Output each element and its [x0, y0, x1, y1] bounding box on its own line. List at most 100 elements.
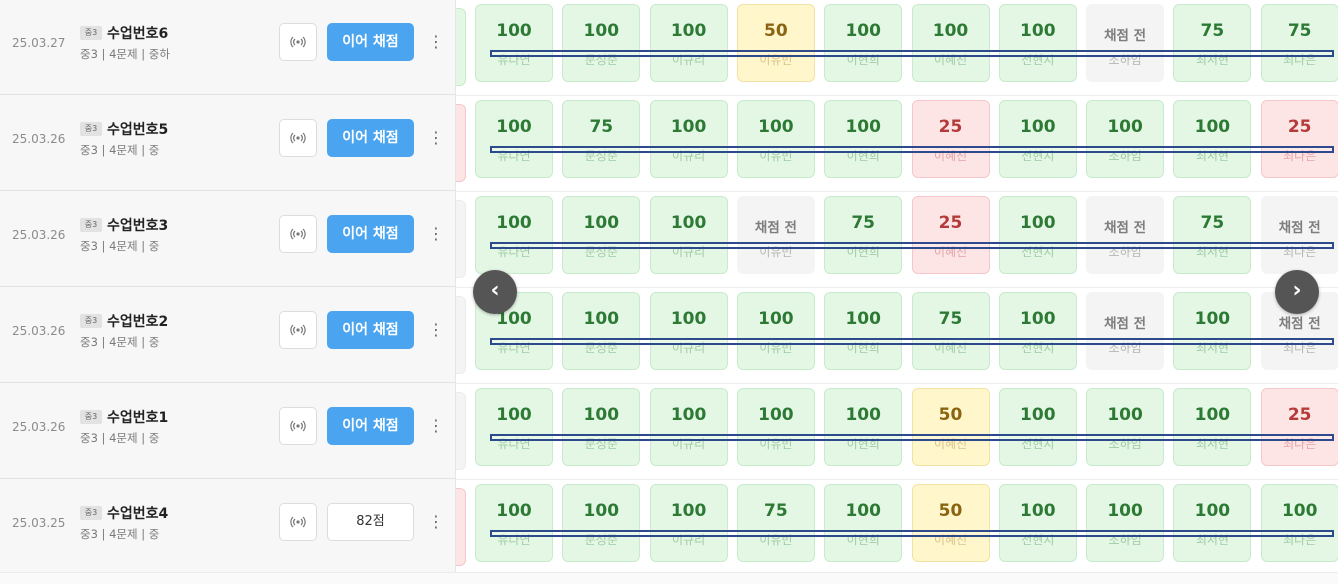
score-value: 25	[938, 213, 963, 233]
score-cell[interactable]: 25 최다은	[1260, 388, 1338, 466]
score-value: 채점 전	[1278, 316, 1321, 332]
score-cell[interactable]: 75 최서현	[1173, 196, 1252, 274]
class-row[interactable]: 25.03.27 중3 수업번호6 중3 | 4문제 | 중하 이어 채점 ⋮	[0, 0, 455, 95]
score-cell[interactable]: 채점 전 이유빈	[736, 196, 815, 274]
score-cell[interactable]: 100 유다연	[475, 196, 553, 274]
score-value: 채점 전	[1104, 28, 1147, 44]
class-row[interactable]: 25.03.26 중3 수업번호3 중3 | 4문제 | 중 이어 채점 ⋮	[0, 192, 455, 287]
score-cell[interactable]: 100 이혜진	[911, 4, 990, 82]
more-vertical-icon[interactable]: ⋮	[428, 224, 444, 243]
broadcast-button[interactable]	[279, 407, 317, 445]
score-cell[interactable]: 100 문성준	[562, 484, 641, 562]
score-value: 채점 전	[1278, 220, 1321, 236]
score-cell[interactable]: 100 유다연	[475, 4, 553, 82]
class-date: 25.03.26	[12, 420, 66, 434]
score-cell[interactable]: 100 문성준	[562, 196, 641, 274]
score-cell[interactable]: 75 이현희	[824, 196, 903, 274]
score-value: 100	[496, 405, 532, 425]
continue-grading-button[interactable]: 이어 채점	[327, 119, 414, 157]
total-score-button[interactable]: 82점	[327, 503, 414, 541]
score-cell[interactable]: 100 이규리	[649, 388, 728, 466]
continue-grading-button[interactable]: 이어 채점	[327, 23, 414, 61]
score-cell[interactable]: 100 최서현	[1173, 484, 1252, 562]
score-value: 75	[938, 309, 963, 329]
score-cell[interactable]: 100 이유빈	[736, 388, 815, 466]
score-cell[interactable]: 100 이규리	[649, 4, 728, 82]
score-cell[interactable]: 100 전현지	[998, 292, 1077, 370]
score-cell[interactable]: 100 이유빈	[736, 292, 815, 370]
score-cell-partial	[456, 296, 466, 374]
score-cell[interactable]: 100 이규리	[649, 100, 728, 178]
score-cell[interactable]: 100 유다연	[475, 484, 553, 562]
score-cell[interactable]: 100 전현지	[998, 4, 1077, 82]
score-cell[interactable]: 100 이현희	[824, 388, 903, 466]
score-cell[interactable]: 100 문성준	[562, 292, 641, 370]
broadcast-button[interactable]	[279, 119, 317, 157]
class-row[interactable]: 25.03.26 중3 수업번호1 중3 | 4문제 | 중 이어 채점 ⋮	[0, 384, 455, 479]
score-cell[interactable]: 채점 전 최다은	[1260, 196, 1338, 274]
score-cell[interactable]: 25 이혜진	[911, 196, 990, 274]
score-cell[interactable]: 100 이현희	[824, 4, 903, 82]
score-cell[interactable]: 75 이혜진	[911, 292, 990, 370]
score-cell[interactable]: 100 조하임	[1086, 484, 1165, 562]
scroll-right-button[interactable]: ›	[1275, 270, 1319, 314]
score-cell[interactable]: 100 전현지	[998, 100, 1077, 178]
score-cell[interactable]: 100 전현지	[998, 484, 1077, 562]
score-cell[interactable]: 100 이규리	[649, 196, 728, 274]
class-row[interactable]: 25.03.25 중3 수업번호4 중3 | 4문제 | 중 82점 ⋮	[0, 480, 455, 575]
continue-grading-button[interactable]: 이어 채점	[327, 311, 414, 349]
broadcast-button[interactable]	[279, 23, 317, 61]
score-cell-partial	[456, 8, 466, 86]
broadcast-button[interactable]	[279, 311, 317, 349]
score-cell[interactable]: 100 문성준	[562, 388, 641, 466]
scroll-left-button[interactable]: ‹	[473, 270, 517, 314]
more-vertical-icon[interactable]: ⋮	[428, 32, 444, 51]
class-row[interactable]: 25.03.26 중3 수업번호2 중3 | 4문제 | 중 이어 채점 ⋮	[0, 288, 455, 383]
score-cell[interactable]: 채점 전 조하임	[1086, 196, 1165, 274]
score-cell[interactable]: 100 문성준	[562, 4, 641, 82]
score-cell[interactable]: 75 최다은	[1260, 4, 1338, 82]
score-cell[interactable]: 100 최서현	[1173, 388, 1252, 466]
more-vertical-icon[interactable]: ⋮	[428, 512, 444, 531]
broadcast-button[interactable]	[279, 215, 317, 253]
score-cell[interactable]: 100 유다연	[475, 388, 553, 466]
score-value: 100	[670, 501, 707, 521]
score-cell[interactable]: 채점 전 조하임	[1086, 292, 1165, 370]
score-cell[interactable]: 50 이혜진	[911, 388, 990, 466]
continue-grading-button[interactable]: 이어 채점	[327, 215, 414, 253]
score-cell[interactable]: 25 이혜진	[911, 100, 990, 178]
score-cell[interactable]: 75 이유빈	[736, 484, 815, 562]
score-cell[interactable]: 100 유다연	[475, 100, 553, 178]
score-row: 100 유다연 100 문성준 100 이규리 75 이유빈 100 이현희 50 이혜진 100 전현지…	[456, 480, 1338, 572]
score-cell[interactable]: 채점 전 조하임	[1086, 4, 1165, 82]
score-cell[interactable]: 100 최다은	[1260, 484, 1338, 562]
score-cell[interactable]: 100 이현희	[824, 292, 903, 370]
score-cell[interactable]: 100 이규리	[649, 484, 728, 562]
score-cell[interactable]: 100 전현지	[998, 388, 1077, 466]
continue-grading-button[interactable]: 이어 채점	[327, 407, 414, 445]
score-value: 100	[845, 309, 881, 329]
class-meta: 중3 | 4문제 | 중	[80, 527, 160, 541]
score-cell[interactable]: 100 이유빈	[736, 100, 815, 178]
score-cell[interactable]: 100 이현희	[824, 100, 903, 178]
score-cell[interactable]: 100 최서현	[1173, 292, 1252, 370]
score-cell[interactable]: 100 최서현	[1173, 100, 1252, 178]
class-meta: 중3 | 4문제 | 중	[80, 143, 160, 157]
score-cell[interactable]: 50 이혜진	[911, 484, 990, 562]
score-cell[interactable]: 100 이규리	[649, 292, 728, 370]
more-vertical-icon[interactable]: ⋮	[428, 416, 444, 435]
score-cell[interactable]: 75 문성준	[562, 100, 641, 178]
class-row[interactable]: 25.03.26 중3 수업번호5 중3 | 4문제 | 중 이어 채점 ⋮	[0, 96, 455, 191]
more-vertical-icon[interactable]: ⋮	[428, 128, 444, 147]
score-cell[interactable]: 100 조하임	[1086, 100, 1165, 178]
score-cell[interactable]: 100 조하임	[1086, 388, 1165, 466]
score-cell[interactable]: 50 이유빈	[736, 4, 815, 82]
score-cell-partial	[456, 104, 466, 182]
more-vertical-icon[interactable]: ⋮	[428, 320, 444, 339]
score-cell[interactable]: 25 최다은	[1260, 100, 1338, 178]
score-cell[interactable]: 100 전현지	[998, 196, 1077, 274]
broadcast-button[interactable]	[279, 503, 317, 541]
score-cell[interactable]: 75 최서현	[1173, 4, 1252, 82]
score-value: 100	[1194, 117, 1231, 137]
score-cell[interactable]: 100 이현희	[824, 484, 903, 562]
